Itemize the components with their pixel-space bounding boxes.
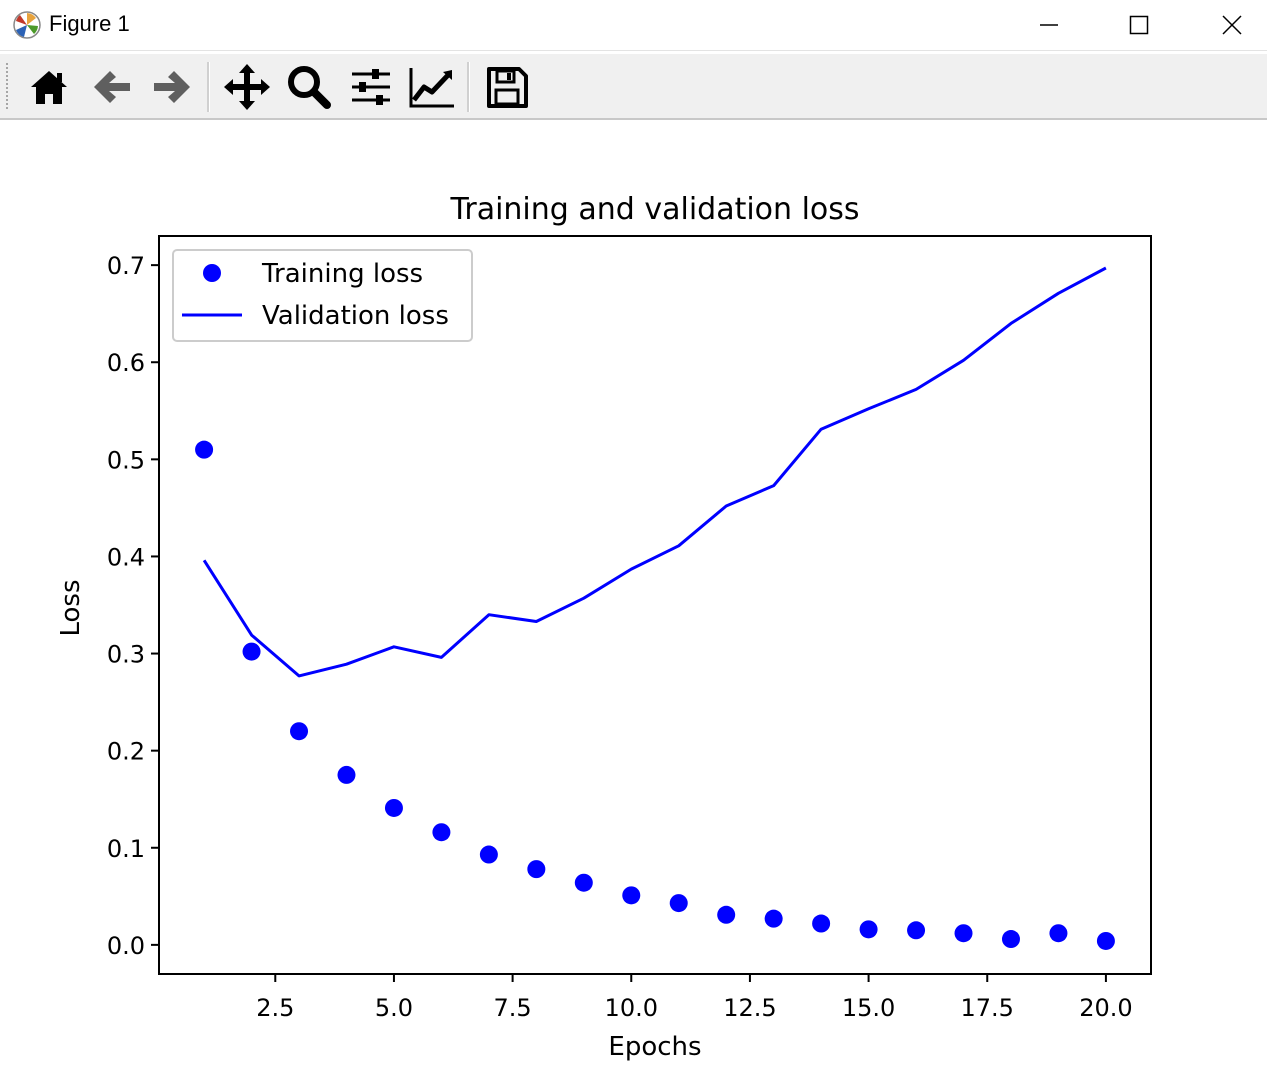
window-title: Figure 1: [49, 11, 130, 36]
training-loss-point: [1001, 930, 1020, 949]
training-loss-point: [812, 914, 831, 933]
back-button[interactable]: [88, 63, 136, 111]
x-tick-label: 20.0: [1079, 994, 1132, 1022]
maximize-icon: [1129, 15, 1149, 35]
forward-button[interactable]: [148, 63, 196, 111]
zoom-icon: [288, 66, 331, 109]
y-tick-label: 0.6: [107, 349, 145, 377]
zoom-button[interactable]: [285, 63, 333, 111]
training-loss-point: [1049, 924, 1068, 943]
forward-arrow-icon: [154, 71, 190, 103]
training-loss-point: [432, 823, 451, 842]
save-icon: [487, 67, 528, 108]
chart-title: Training and validation loss: [449, 192, 859, 227]
home-button[interactable]: [25, 63, 73, 111]
navigation-toolbar: [0, 54, 1267, 120]
toolbar-separator: [467, 62, 470, 112]
training-loss-point: [717, 905, 736, 924]
training-loss-point: [242, 642, 261, 661]
close-button[interactable]: [1186, 0, 1267, 50]
plot-area-frame: [158, 235, 1152, 975]
y-tick-label: 0.7: [107, 252, 145, 280]
pan-icon: [224, 64, 270, 110]
configure-subplots-button[interactable]: [347, 63, 395, 111]
minimize-icon: [1040, 24, 1058, 26]
x-tick-label: 17.5: [961, 994, 1014, 1022]
validation-loss-line: [202, 266, 1107, 678]
y-axis-ticks: 0.0 0.1 0.2 0.3 0.4 0.5 0.6 0.7: [107, 252, 159, 960]
training-loss-points: [195, 440, 1115, 950]
x-tick-label: 2.5: [256, 994, 294, 1022]
edit-axis-icon: [409, 68, 454, 108]
training-loss-point: [669, 894, 688, 913]
training-loss-point: [384, 798, 403, 817]
minimize-button[interactable]: [1003, 0, 1095, 50]
training-loss-point: [764, 909, 783, 928]
training-loss-point: [479, 845, 498, 864]
loss-chart: Training and validation loss 2.5 5.0 7.5 10…: [56, 192, 1152, 1062]
matplotlib-app-icon: [13, 11, 41, 39]
y-tick-label: 0.1: [107, 835, 145, 863]
home-icon: [31, 71, 67, 104]
y-tick-label: 0.4: [107, 543, 145, 571]
plot-series: [195, 266, 1115, 950]
training-loss-point: [622, 886, 641, 905]
window-titlebar: Figure 1: [0, 0, 1267, 51]
training-loss-point: [907, 921, 926, 940]
y-tick-label: 0.2: [107, 738, 145, 766]
y-tick-label: 0.0: [107, 932, 145, 960]
training-loss-point: [337, 765, 356, 784]
y-axis-label: Loss: [56, 579, 86, 636]
toolbar-separator: [207, 62, 210, 112]
x-axis-label: Epochs: [608, 1032, 701, 1062]
legend: Training loss Validation loss: [172, 249, 473, 342]
training-loss-point: [527, 860, 546, 879]
maximize-button[interactable]: [1093, 0, 1185, 50]
x-tick-label: 5.0: [375, 994, 413, 1022]
y-tick-label: 0.3: [107, 641, 145, 669]
training-loss-point: [195, 440, 214, 459]
x-axis-ticks: 2.5 5.0 7.5 10.0 12.5 15.0 17.5 20.0: [256, 974, 1133, 1022]
training-loss-point: [290, 722, 309, 741]
configure-subplots-icon: [352, 69, 390, 105]
training-loss-point: [859, 920, 878, 939]
pan-button[interactable]: [223, 63, 271, 111]
legend-frame: [172, 249, 473, 342]
save-button[interactable]: [483, 63, 531, 111]
toolbar-grip[interactable]: [5, 62, 9, 110]
x-tick-label: 12.5: [723, 994, 776, 1022]
y-tick-label: 0.5: [107, 446, 145, 474]
x-tick-label: 7.5: [494, 994, 532, 1022]
legend-training-marker: [203, 264, 221, 282]
close-icon: [1222, 15, 1242, 35]
training-loss-point: [954, 924, 973, 943]
edit-axis-button[interactable]: [408, 63, 456, 111]
training-loss-point: [574, 873, 593, 892]
x-tick-label: 15.0: [842, 994, 895, 1022]
back-arrow-icon: [94, 71, 130, 103]
legend-validation-label: Validation loss: [262, 301, 449, 331]
figure-canvas[interactable]: Training and validation loss 2.5 5.0 7.5 10…: [0, 120, 1267, 1077]
training-loss-point: [1096, 931, 1115, 950]
x-tick-label: 10.0: [605, 994, 658, 1022]
legend-training-label: Training loss: [261, 259, 423, 289]
